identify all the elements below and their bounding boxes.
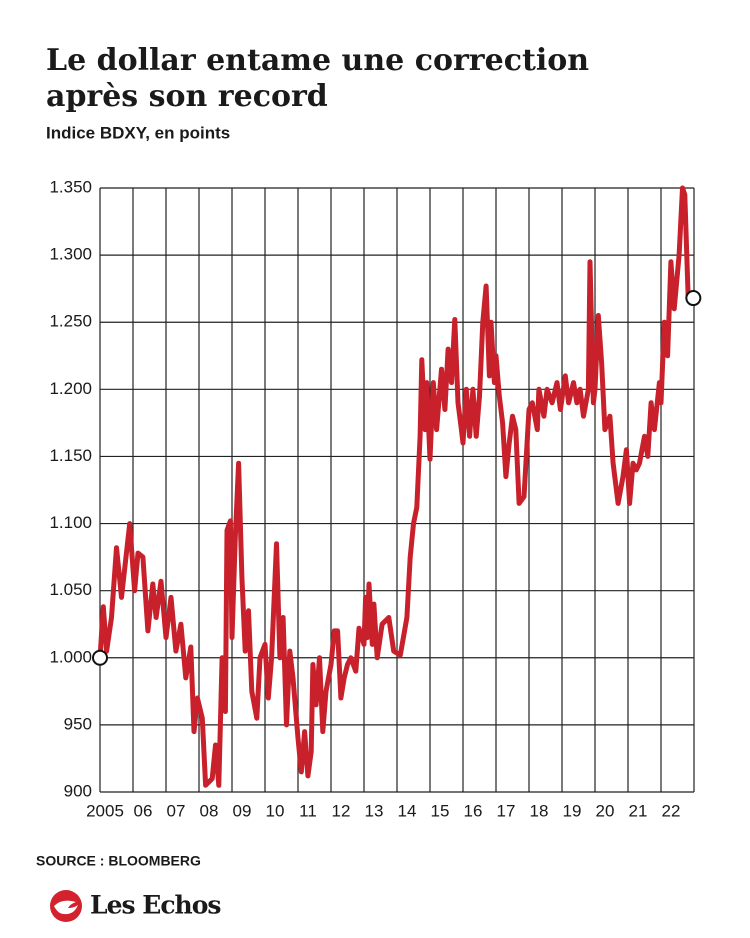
y-tick-label: 1.200 bbox=[49, 379, 92, 398]
line bbox=[97, 185, 695, 788]
chart-title: Le dollar entame une correction bbox=[46, 43, 589, 78]
y-tick-label: 1.000 bbox=[49, 647, 92, 666]
y-tick-label: 1.250 bbox=[49, 312, 92, 331]
x-tick-label: 06 bbox=[134, 801, 153, 820]
x-tick-label: 16 bbox=[464, 801, 483, 820]
x-tick-label: 11 bbox=[299, 801, 317, 820]
x-tick-label: 09 bbox=[233, 801, 252, 820]
x-tick-label: 08 bbox=[200, 801, 219, 820]
x-tick-label: 2005 bbox=[86, 801, 124, 820]
x-tick-label: 20 bbox=[596, 801, 615, 820]
subtitle: Indice BDXY, en points bbox=[46, 123, 230, 142]
x-tick-label: 15 bbox=[431, 801, 450, 820]
end-marker bbox=[92, 649, 108, 666]
source: SOURCE : BLOOMBERG bbox=[36, 853, 201, 869]
x-tick-label: 22 bbox=[662, 801, 681, 820]
end-marker bbox=[685, 290, 702, 307]
x-tick-label: 18 bbox=[530, 801, 549, 820]
x-tick-label: 10 bbox=[266, 801, 285, 820]
x-tick-label: 21 bbox=[629, 801, 648, 820]
y-tick-label: 1.100 bbox=[49, 513, 92, 532]
brand: Les Echos bbox=[90, 891, 221, 920]
y-tick-label: 1.300 bbox=[49, 245, 92, 264]
y-tick-label: 950 bbox=[64, 714, 92, 733]
y-tick-label: 1.150 bbox=[49, 446, 92, 465]
x-tick-label: 14 bbox=[398, 801, 417, 820]
x-tick-label: 12 bbox=[332, 801, 351, 820]
y-tick-label: 900 bbox=[64, 781, 92, 800]
x-tick-label: 13 bbox=[365, 801, 384, 820]
logo-icon bbox=[50, 890, 82, 922]
x-tick-label: 19 bbox=[563, 801, 582, 820]
x-tick-label: 17 bbox=[497, 801, 516, 820]
y-tick-label: 1.050 bbox=[49, 580, 92, 599]
chart-title: après son record bbox=[46, 79, 328, 114]
y-tick-label: 1.350 bbox=[49, 177, 92, 196]
x-tick-label: 07 bbox=[167, 801, 186, 820]
